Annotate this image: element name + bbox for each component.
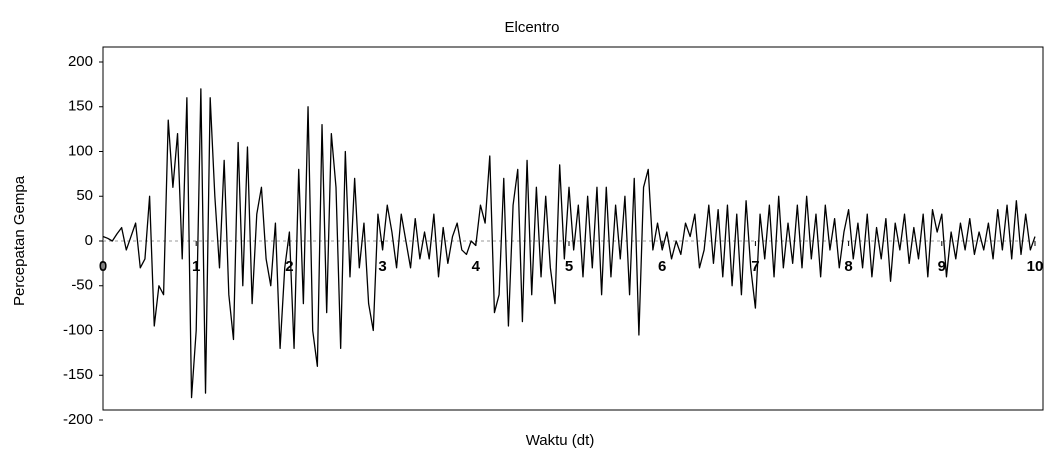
chart-title: Elcentro: [504, 19, 559, 36]
x-tick-label: 10: [1027, 258, 1044, 275]
x-tick-label: 7: [751, 258, 759, 275]
x-tick-label: 0: [99, 258, 107, 275]
y-tick-label: 200: [68, 53, 93, 70]
x-axis-label: Waktu (dt): [526, 432, 595, 449]
x-tick-label: 2: [285, 258, 293, 275]
data-line: [102, 88, 1036, 399]
plot-frame: [102, 46, 1044, 411]
x-tick-label: 9: [938, 258, 946, 275]
x-tick-label: 4: [472, 258, 481, 275]
y-tick-label: 150: [68, 98, 93, 115]
y-tick-label: -150: [63, 366, 93, 383]
x-tick-label: 1: [192, 258, 200, 275]
y-axis-label: Percepatan Gempa: [11, 175, 28, 306]
y-tick-label: 50: [76, 187, 93, 204]
y-tick-label: 100: [68, 142, 93, 159]
y-tick-label: -50: [71, 277, 93, 294]
x-tick-label: 8: [844, 258, 852, 275]
y-tick-label: 0: [85, 232, 93, 249]
y-tick-label: -200: [63, 411, 93, 428]
x-tick-label: 5: [565, 258, 573, 275]
y-tick-label: -100: [63, 321, 93, 338]
x-tick-label: 6: [658, 258, 666, 275]
x-tick-label: 3: [378, 258, 386, 275]
